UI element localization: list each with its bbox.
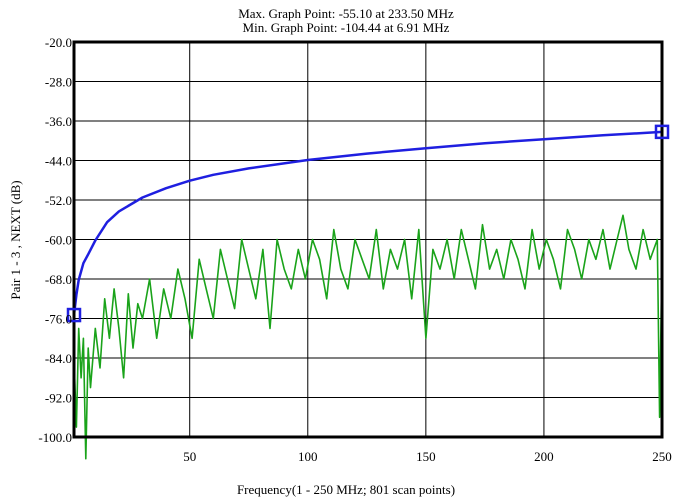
y-tick-label: -100.0 bbox=[38, 430, 72, 445]
measured-line bbox=[73, 214, 663, 460]
series-layer bbox=[72, 130, 663, 460]
chart-subtitle: Min. Graph Point: -104.44 at 6.91 MHz bbox=[242, 20, 450, 35]
x-tick-label: 200 bbox=[534, 449, 554, 464]
y-tick-label: -20.0 bbox=[45, 35, 72, 50]
y-tick-label: -92.0 bbox=[45, 391, 72, 406]
marker-layer bbox=[66, 124, 670, 323]
y-tick-label: -52.0 bbox=[45, 193, 72, 208]
grid bbox=[74, 42, 662, 437]
y-tick-label: -76.0 bbox=[45, 312, 72, 327]
x-tick-label: 100 bbox=[298, 449, 318, 464]
limit-marker bbox=[66, 307, 82, 323]
limit-line bbox=[72, 130, 663, 316]
x-tick-label: 50 bbox=[183, 449, 196, 464]
y-tick-label: -68.0 bbox=[45, 272, 72, 287]
tick-labels: 50 100 150 200 250 -20.0 -28.0 -36.0 -44.0 -52.0 -… bbox=[38, 35, 671, 464]
x-tick-label: 250 bbox=[652, 449, 672, 464]
plot-frame bbox=[72, 40, 664, 439]
y-axis-label: Pair 1 - 3 , NEXT (dB) bbox=[8, 180, 23, 299]
y-tick-label: -36.0 bbox=[45, 114, 72, 129]
y-tick-label: -60.0 bbox=[45, 233, 72, 248]
limit-marker bbox=[654, 124, 670, 140]
y-tick-label: -44.0 bbox=[45, 154, 72, 169]
y-tick-label: -28.0 bbox=[45, 75, 72, 90]
y-tick-label: -84.0 bbox=[45, 351, 72, 366]
x-axis-label: Frequency(1 - 250 MHz; 801 scan points) bbox=[237, 482, 455, 497]
chart-title: Max. Graph Point: -55.10 at 233.50 MHz bbox=[238, 6, 454, 21]
x-tick-label: 150 bbox=[416, 449, 436, 464]
